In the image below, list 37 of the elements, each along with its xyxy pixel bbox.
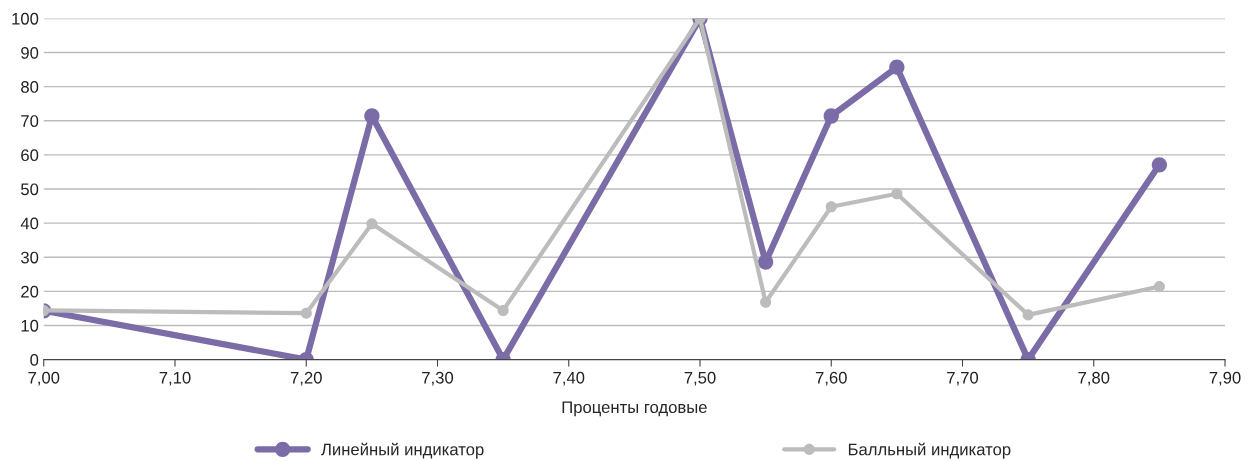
x-tick-label: 7,70 bbox=[947, 371, 979, 386]
x-tick-label: 7,40 bbox=[553, 371, 585, 386]
x-axis-title: Проценты годовые bbox=[562, 401, 707, 417]
point bbox=[364, 108, 380, 124]
y-tick-label: 80 bbox=[21, 81, 39, 93]
x-tick-label: 7,60 bbox=[815, 371, 847, 386]
y-tick-label: 10 bbox=[21, 319, 39, 332]
y-tick-label: 40 bbox=[20, 217, 39, 230]
x-tick-label: 7,30 bbox=[422, 371, 454, 386]
point bbox=[1022, 309, 1034, 321]
y-tick-label: 100 bbox=[12, 12, 39, 25]
point bbox=[760, 296, 772, 308]
point bbox=[889, 59, 905, 75]
x-tick-label: 7,90 bbox=[1209, 371, 1241, 386]
point bbox=[1153, 281, 1165, 293]
point bbox=[891, 188, 903, 200]
y-tick-label: 60 bbox=[21, 149, 39, 162]
point bbox=[497, 304, 509, 317]
point bbox=[1151, 157, 1168, 173]
y-tick-label: 90 bbox=[21, 46, 39, 59]
point bbox=[300, 307, 312, 319]
x-tick-label: 7,80 bbox=[1078, 371, 1110, 386]
point bbox=[366, 218, 378, 230]
x-tick-label: 7,00 bbox=[28, 371, 60, 386]
y-tick-label: 0 bbox=[30, 353, 39, 366]
y-tick-label: 70 bbox=[21, 115, 39, 127]
y-tick-label: 50 bbox=[21, 183, 39, 196]
legend-label: Линейный индикатор bbox=[321, 442, 484, 459]
x-tick-label: 7,50 bbox=[684, 371, 716, 386]
point bbox=[825, 201, 837, 213]
point bbox=[823, 108, 839, 124]
x-tick-label: 7,20 bbox=[290, 371, 322, 386]
y-tick-label: 30 bbox=[20, 251, 39, 264]
legend-label: Балльный индикатор bbox=[848, 442, 1011, 459]
x-tick-label: 7,10 bbox=[159, 371, 191, 386]
point bbox=[757, 254, 774, 270]
y-tick-label: 20 bbox=[21, 285, 39, 298]
